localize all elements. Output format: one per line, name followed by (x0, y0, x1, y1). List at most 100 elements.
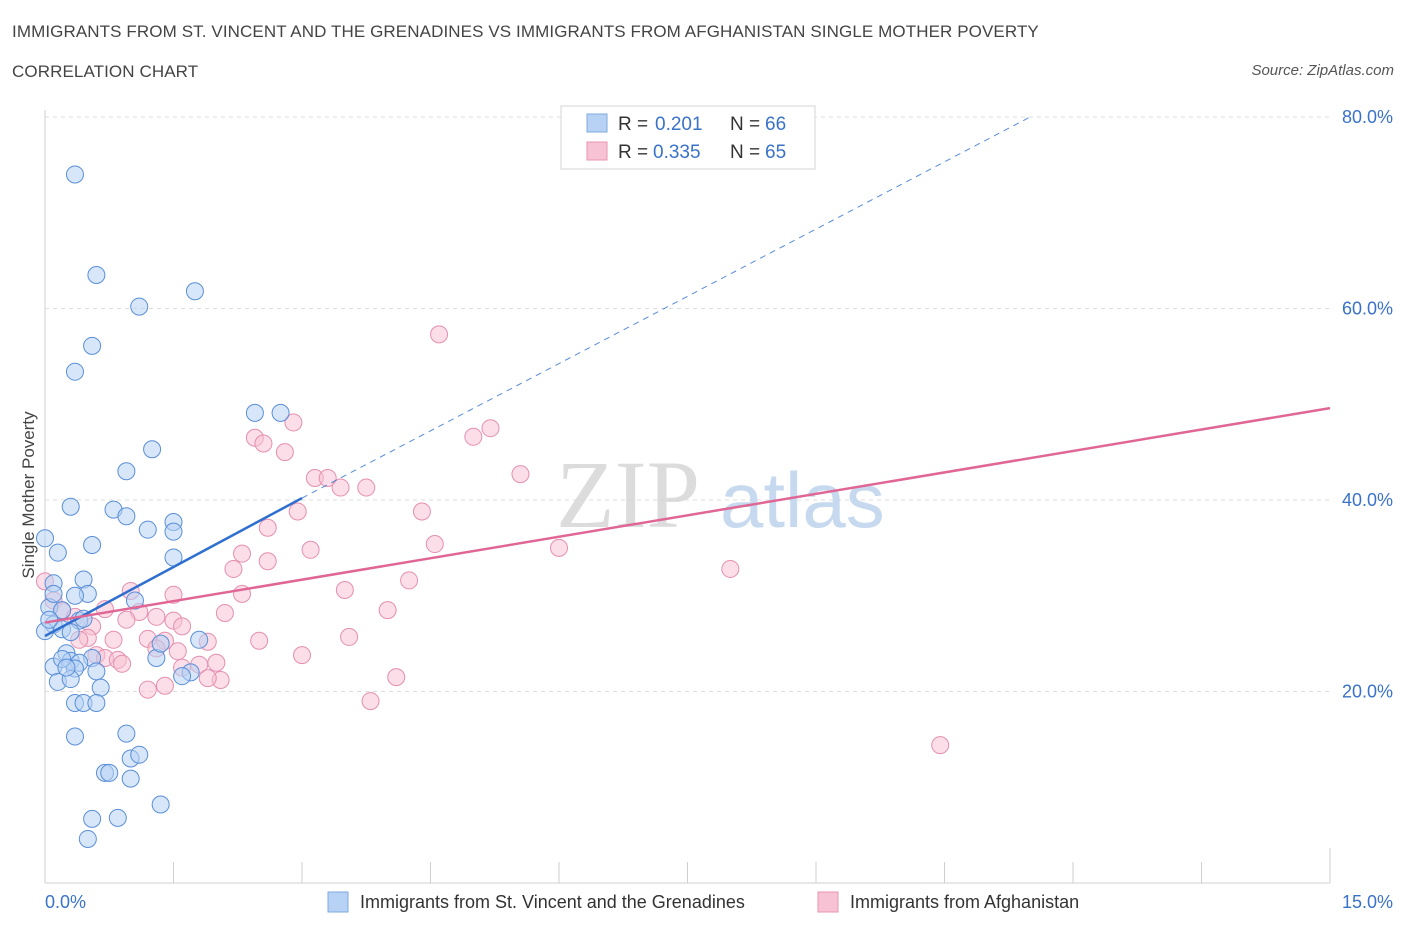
point-st-vincent (190, 630, 209, 649)
point-st-vincent (61, 497, 80, 516)
point-afghanistan (215, 603, 234, 622)
point-st-vincent (164, 522, 183, 541)
source-label: Source: ZipAtlas.com (1251, 62, 1394, 79)
point-afghanistan (155, 676, 174, 695)
point-afghanistan (412, 502, 431, 521)
point-afghanistan (511, 465, 530, 484)
point-afghanistan (361, 692, 380, 711)
point-afghanistan (147, 607, 166, 626)
point-afghanistan (173, 617, 192, 636)
point-st-vincent (65, 165, 84, 184)
point-afghanistan (301, 540, 320, 559)
trend-st-vincent (44, 496, 303, 638)
legend-label-afghanistan: Immigrants from Afghanistan (850, 892, 1079, 912)
chart-subtitle: CORRELATION CHART (12, 62, 199, 81)
point-st-vincent (173, 667, 192, 686)
point-st-vincent (125, 591, 144, 610)
point-afghanistan (288, 502, 307, 521)
point-st-vincent (44, 584, 63, 603)
point-afghanistan (425, 535, 444, 554)
stats-legend-swatch-pink (586, 141, 608, 161)
point-st-vincent (83, 536, 102, 555)
point-afghanistan (931, 736, 950, 755)
watermark-atlas: atlas (720, 456, 885, 544)
gridlines (45, 116, 1330, 692)
stats-r-label-pink: R = (618, 142, 648, 163)
y-tick-label: 80.0% (1342, 107, 1393, 127)
trend-afghanistan (44, 406, 1331, 624)
point-st-vincent (271, 403, 290, 422)
point-afghanistan (464, 427, 483, 446)
point-st-vincent (57, 658, 76, 677)
chart-title: IMMIGRANTS FROM ST. VINCENT AND THE GREN… (12, 22, 1039, 41)
point-afghanistan (387, 668, 406, 687)
point-afghanistan (168, 642, 187, 661)
watermark: ZIP atlas (556, 441, 885, 548)
point-st-vincent (143, 440, 162, 459)
legend-label-st-vincent: Immigrants from St. Vincent and the Gren… (360, 892, 745, 912)
point-st-vincent (245, 403, 264, 422)
point-afghanistan (378, 601, 397, 620)
axes (44, 110, 1331, 884)
point-st-vincent (185, 282, 204, 301)
stats-n-label-blue: N = (730, 114, 760, 135)
point-st-vincent (130, 745, 149, 764)
stats-r-value-pink: 0.335 (653, 142, 701, 163)
stats-n-value-blue: 66 (765, 114, 786, 135)
x-tick-label: 0.0% (45, 892, 86, 912)
point-st-vincent (151, 634, 170, 653)
point-afghanistan (113, 654, 132, 673)
point-st-vincent (65, 362, 84, 381)
tick-labels: 20.0% 40.0% 60.0% 80.0% 0.0% 15.0% (45, 107, 1393, 912)
stats-legend: R = 0.201 N = 66 R = 0.335 N = 65 (560, 105, 816, 170)
trend-lines (44, 116, 1331, 638)
point-st-vincent (108, 808, 127, 827)
point-st-vincent (87, 662, 106, 681)
watermark-zip: ZIP (556, 441, 700, 548)
point-st-vincent (48, 543, 67, 562)
legend-swatch-afghanistan (817, 891, 839, 913)
point-st-vincent (83, 336, 102, 355)
point-st-vincent (87, 265, 106, 284)
point-afghanistan (117, 610, 136, 629)
point-afghanistan (293, 646, 311, 665)
point-afghanistan (250, 631, 269, 650)
point-st-vincent (83, 809, 102, 828)
point-afghanistan (335, 581, 354, 600)
point-afghanistan (331, 478, 350, 497)
point-afghanistan (340, 627, 359, 646)
series-st-vincent-points (36, 165, 290, 848)
trend-st-vincent-extended (301, 116, 1031, 499)
point-st-vincent (117, 462, 136, 481)
point-afghanistan (721, 559, 740, 578)
point-afghanistan (207, 653, 226, 672)
stats-r-label-blue: R = (618, 114, 648, 135)
point-st-vincent (87, 693, 106, 712)
point-st-vincent (130, 297, 149, 316)
point-afghanistan (198, 669, 217, 688)
stats-n-value-pink: 65 (765, 142, 786, 163)
y-tick-label: 40.0% (1342, 490, 1393, 510)
legend-swatch-st-vincent (327, 891, 349, 913)
point-afghanistan (284, 413, 303, 432)
y-tick-label: 60.0% (1342, 299, 1393, 319)
point-st-vincent (91, 678, 110, 697)
point-st-vincent (100, 763, 119, 782)
x-tick-label: 15.0% (1342, 892, 1393, 912)
point-afghanistan (104, 630, 123, 649)
point-st-vincent (117, 724, 136, 743)
point-st-vincent (78, 829, 97, 848)
point-st-vincent (61, 623, 80, 642)
point-afghanistan (233, 544, 252, 563)
point-afghanistan (357, 478, 376, 497)
point-afghanistan (224, 559, 243, 578)
point-afghanistan (138, 680, 157, 699)
point-st-vincent (151, 795, 170, 814)
point-afghanistan (258, 552, 277, 571)
point-st-vincent (117, 507, 136, 526)
y-axis-label: Single Mother Poverty (19, 411, 38, 579)
stats-legend-swatch-blue (586, 113, 608, 133)
point-st-vincent (138, 520, 157, 539)
stats-n-label-pink: N = (730, 142, 760, 163)
